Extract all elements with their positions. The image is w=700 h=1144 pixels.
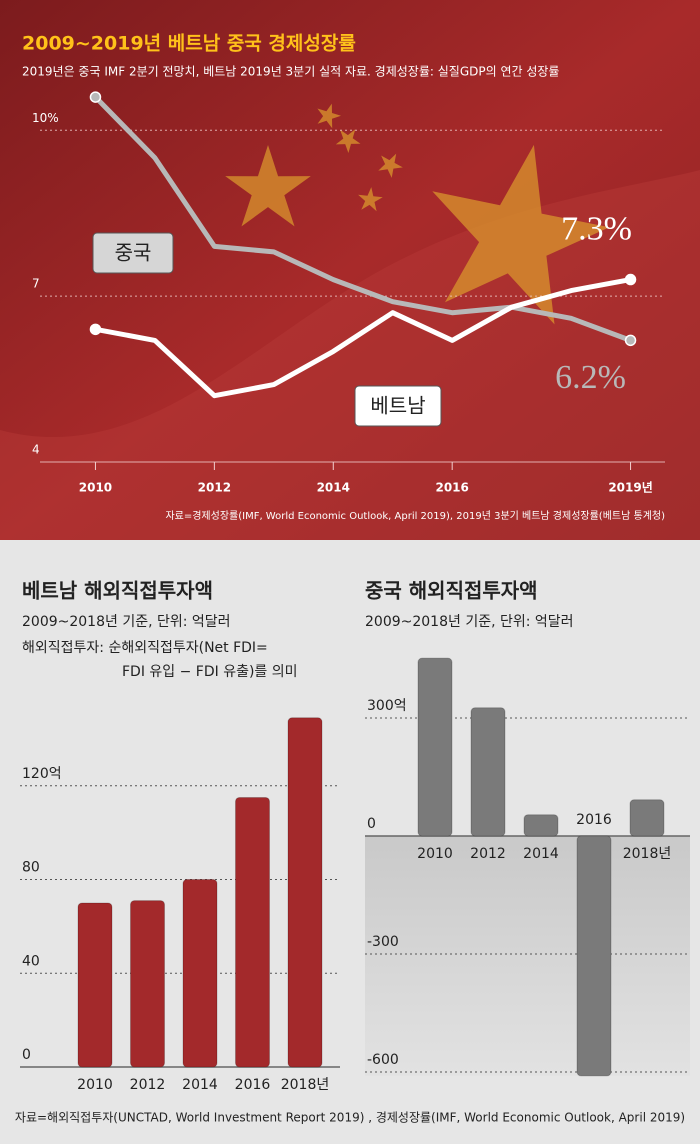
chart-note: 해외직접투자: 순해외직접투자(Net FDI= (22, 640, 268, 656)
series-line (95, 277, 631, 399)
x-tick-label: 2016 (235, 1077, 271, 1093)
legend-box (354, 385, 442, 427)
chart-title: 2009~2019년 베트남 중국 경제성장률 (22, 33, 356, 55)
legend-label: 중국 (115, 241, 152, 265)
y-tick-label: 80 (22, 860, 40, 876)
bar (523, 814, 559, 837)
x-tick-label: 2014 (317, 481, 350, 495)
bar (235, 796, 270, 1068)
x-tick-label: 2016 (576, 812, 612, 828)
x-tick-label: 2016 (435, 481, 468, 495)
y-tick-label: -600 (367, 1052, 399, 1068)
data-label: 7.3% (561, 210, 632, 247)
chart-title: 베트남 해외직접투자액 (22, 579, 213, 603)
bar (629, 799, 665, 837)
flag-star (378, 153, 403, 178)
series-point (624, 273, 637, 286)
chart-note: FDI 유입 − FDI 유출)를 의미 (122, 664, 298, 680)
bar (130, 900, 165, 1068)
flag-star (432, 144, 610, 325)
legend-box (92, 232, 174, 274)
bar (417, 657, 453, 837)
y-tick-label: 4 (32, 443, 40, 457)
y-tick-label: 7 (32, 277, 40, 291)
x-tick-label: 2010 (77, 1077, 113, 1093)
flag-star (335, 129, 361, 153)
flag-star (317, 103, 341, 129)
series-line (93, 95, 632, 343)
y-tick-label: 300억 (367, 698, 407, 714)
bar (182, 879, 218, 1068)
chart-subtitle: 2009~2018년 기준, 단위: 억달러 (365, 614, 574, 630)
x-tick-label: 2014 (182, 1077, 218, 1093)
flag-stars (225, 103, 610, 325)
y-tick-label: 120억 (22, 766, 62, 782)
y-tick-label: 0 (22, 1047, 31, 1063)
x-tick-label: 2010 (79, 481, 112, 495)
chart-source: 자료=경제성장률(IMF, World Economic Outlook, Ap… (165, 509, 665, 522)
chart-subtitle: 2019년은 중국 IMF 2분기 전망치, 베트남 2019년 3분기 실적 … (22, 65, 559, 79)
chart-source: 자료=해외직접투자(UNCTAD, World Investment Repor… (15, 1111, 685, 1125)
y-tick-label: 40 (22, 953, 40, 969)
x-tick-label: 2018년 (281, 1077, 330, 1093)
legend-label: 베트남 (370, 394, 425, 418)
x-tick-label: 2012 (470, 846, 506, 862)
chart-title: 중국 해외직접투자액 (365, 579, 538, 603)
y-tick-label: 10% (32, 111, 59, 125)
x-tick-label: 2018년 (623, 846, 672, 862)
series-point (624, 334, 637, 347)
x-tick-label: 2014 (523, 846, 559, 862)
bar (576, 835, 612, 1077)
data-label: 6.2% (555, 359, 626, 396)
x-tick-label: 2012 (198, 481, 231, 495)
flag-star (358, 187, 383, 212)
bar (287, 717, 323, 1068)
x-tick-label: 2012 (130, 1077, 166, 1093)
x-tick-label: 2019년 (608, 481, 652, 495)
series-point (89, 91, 102, 103)
bar (77, 902, 113, 1068)
y-tick-label: -300 (367, 934, 399, 950)
chart-subtitle: 2009~2018년 기준, 단위: 억달러 (22, 614, 231, 630)
y-tick-label: 0 (367, 816, 376, 832)
x-tick-label: 2010 (417, 846, 453, 862)
series-point (89, 323, 102, 336)
flag-star (225, 145, 311, 227)
negative-area (365, 835, 690, 1076)
bar (470, 707, 506, 837)
